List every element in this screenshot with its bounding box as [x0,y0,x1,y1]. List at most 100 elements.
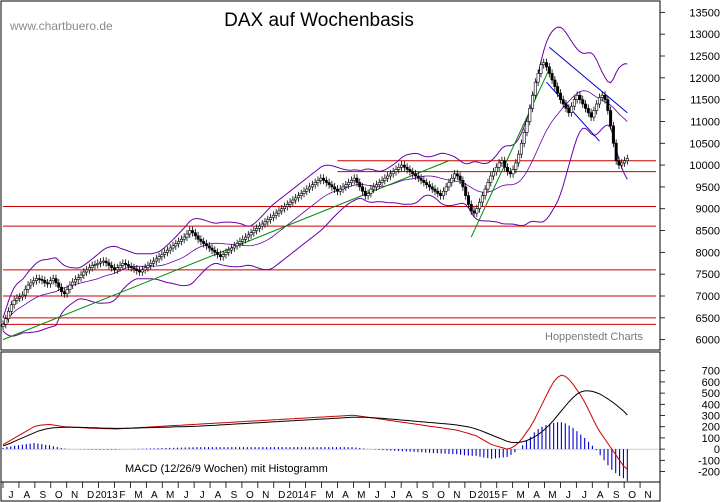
bollinger-mid [2,90,628,325]
y-tick-label: 11000 [690,116,720,128]
candle-body [595,103,599,111]
candle-body [408,169,412,172]
candle-body [241,238,245,242]
x-tick-label: M [548,490,556,501]
x-tick-label: N [644,490,651,501]
candle-body [324,180,328,183]
candle-body [572,99,576,107]
candle-body [110,265,114,268]
x-tick-label: M [134,490,142,501]
y-tick-label: 13000 [689,29,720,41]
candle-body [132,267,136,270]
candle-body [48,280,52,285]
x-tick-label: 2014 [287,490,310,501]
candle-body [188,230,192,235]
candle-body [266,219,270,223]
y-tick-label: 10500 [689,138,720,150]
candle-body [299,193,303,196]
candle-body [85,269,89,273]
candle-body [589,112,593,118]
candle-body [427,184,431,188]
x-tick-label: D [87,490,94,501]
candle-body [347,182,351,186]
candle-body [425,182,429,186]
candle-body [525,121,529,133]
candle-body [422,180,426,183]
candle-body [101,260,105,263]
candle-body [112,267,116,271]
candle-body [461,180,465,188]
x-tick-label: O [628,490,636,501]
candle-body [157,256,161,260]
candle-body [246,234,250,238]
candle-body [505,166,509,172]
candle-body [517,153,521,164]
candle-body [400,164,404,168]
candle-body [62,291,66,295]
candle-body [15,297,19,301]
candle-body [584,103,588,109]
candle-body [374,184,378,188]
candle-body [464,186,468,196]
candle-body [255,228,259,231]
candle-body [567,108,571,114]
candle-body [263,221,267,225]
candle-body [542,62,546,66]
x-tick-label: J [184,490,189,501]
x-tick-label: J [391,490,396,501]
candle-body [553,79,557,87]
candle-body [397,166,401,170]
candle-body [519,142,523,155]
candle-body [135,268,139,271]
candle-body [171,245,175,249]
y-tick-label: 13500 [689,7,720,19]
candle-body [623,160,627,164]
candle-body [430,186,434,190]
candle-body [23,289,27,296]
candle-body [12,300,16,306]
candle-body [165,249,169,253]
candle-body [388,173,392,177]
candle-body [483,188,487,196]
candle-body [29,282,33,286]
candle-body [191,230,195,234]
y-tick-label: 10000 [689,160,720,172]
candle-body [372,186,376,190]
candle-body [305,188,309,192]
candle-body [168,247,172,251]
x-tick-label: F [502,490,508,501]
candle-body [458,175,462,181]
candle-body [603,94,607,100]
candle-body [221,254,225,258]
candle-body [71,281,75,286]
macd-y-tick-label: 400 [702,399,720,411]
y-tick-label: 11500 [690,95,720,107]
candle-body [115,267,119,271]
candle-body [322,177,326,181]
x-tick-label: J [375,490,380,501]
candle-body [338,188,342,192]
x-tick-label: N [71,490,78,501]
y-tick-label: 12500 [689,51,720,63]
candle-body [174,243,178,247]
x-tick-label: A [533,490,540,501]
x-tick-label: D [469,490,476,501]
candle-body [550,73,554,81]
candle-body [60,286,64,292]
candle-body [363,190,367,196]
x-tick-label: J [200,490,205,501]
candle-body [444,186,448,192]
y-tick-label: 12000 [689,73,720,85]
candle-body [620,162,624,166]
candle-body [411,171,415,175]
candle-body [43,279,47,284]
candle-body [37,278,41,280]
candle-body [68,284,72,290]
candle-body [609,110,613,127]
candle-body [335,188,339,192]
x-tick-label: A [215,490,222,501]
candle-body [207,245,211,249]
candle-body [243,236,247,240]
x-tick-label: A [597,490,604,501]
